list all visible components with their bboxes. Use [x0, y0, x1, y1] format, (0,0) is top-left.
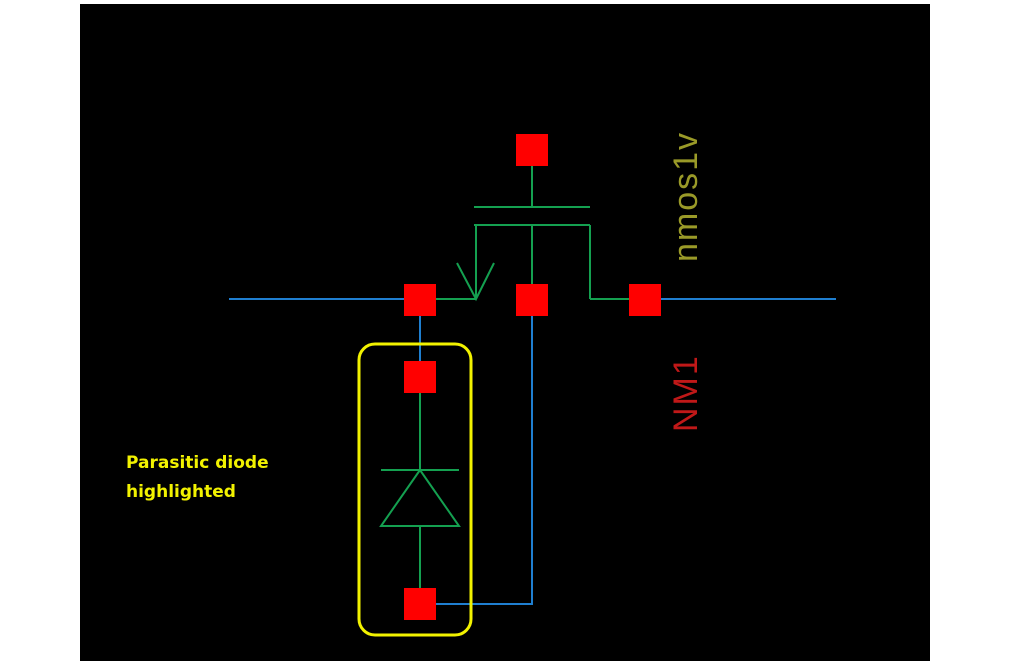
callout-line-2: highlighted [126, 482, 236, 502]
bulk-pin-icon[interactable] [516, 284, 548, 316]
source-arrow-icon [456, 262, 495, 302]
drain-pin-icon[interactable] [629, 284, 661, 316]
instance-label: NM1 [667, 354, 705, 432]
diode-bottom-pin-icon[interactable] [404, 588, 436, 620]
pins [404, 134, 661, 620]
bulk-to-diode-wire[interactable] [420, 299, 533, 605]
gate-pin-icon[interactable] [516, 134, 548, 166]
diode-top-pin-icon[interactable] [404, 361, 436, 393]
callout-line-1: Parasitic diode [126, 453, 269, 473]
diode-highlight-box [357, 342, 473, 637]
model-label: nmos1v [667, 131, 705, 262]
canvas-background [80, 4, 930, 661]
source-pin-icon[interactable] [404, 284, 436, 316]
